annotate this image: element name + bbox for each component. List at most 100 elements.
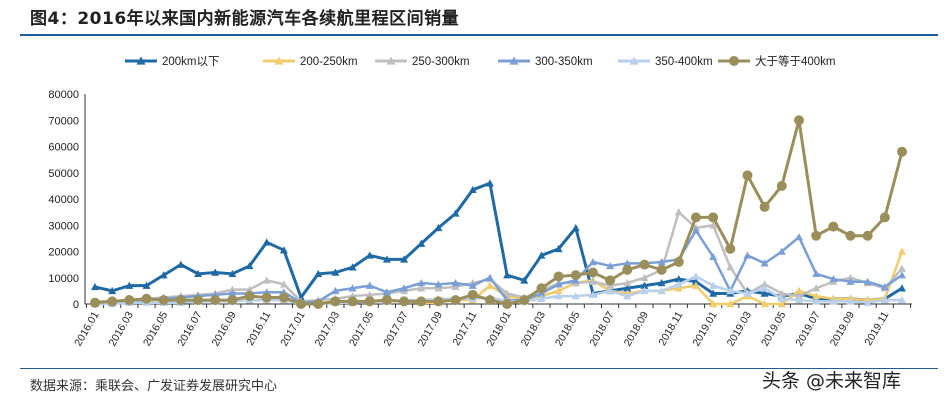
data-point (674, 208, 683, 216)
data-point (314, 269, 323, 278)
data-point (194, 269, 203, 278)
data-point (365, 281, 374, 289)
figure-title: 图4：2016年以来国内新能源汽车各续航里程区间销量 (30, 9, 460, 29)
data-point (709, 289, 718, 297)
data-point (484, 295, 495, 306)
data-point (726, 286, 735, 295)
x-tick-label: 2019.07 (793, 309, 822, 348)
y-tick-label: 10000 (48, 273, 79, 285)
data-point (262, 276, 271, 284)
data-point (417, 279, 426, 287)
title-divider (20, 34, 938, 36)
data-point (623, 259, 632, 267)
data-point (588, 277, 597, 285)
data-point (570, 270, 581, 281)
x-tick-label: 2016.11 (244, 309, 273, 347)
data-point (348, 284, 357, 292)
data-point (485, 281, 494, 289)
data-point (485, 273, 494, 281)
data-point (898, 296, 906, 304)
data-point (845, 230, 856, 241)
legend-marker (274, 56, 284, 65)
legend-label: 200km以下 (162, 55, 220, 68)
data-point (536, 283, 547, 294)
data-point (691, 272, 700, 280)
data-point (793, 115, 804, 126)
data-point (898, 271, 906, 279)
legend-marker (509, 56, 519, 65)
data-point (210, 295, 221, 306)
data-point (656, 264, 667, 275)
data-point (468, 281, 477, 289)
data-point (657, 279, 666, 287)
data-point (606, 286, 615, 295)
x-tick-label: 2018.11 (656, 309, 685, 347)
data-point (829, 275, 838, 283)
legend-label: 200-250km (300, 56, 358, 68)
data-point (777, 300, 786, 308)
data-point (898, 264, 906, 272)
data-point (159, 271, 168, 279)
x-tick-label: 2019.11 (862, 309, 891, 347)
data-point (502, 299, 513, 309)
data-point (674, 284, 683, 292)
data-point (400, 284, 409, 292)
watermark: 头条 @未来智库 (762, 370, 902, 392)
data-point (158, 295, 169, 306)
data-point (434, 284, 443, 292)
data-point (553, 271, 564, 282)
data-point (107, 296, 118, 307)
data-point (777, 289, 786, 297)
data-point (467, 289, 478, 300)
legend-label: 300-350km (535, 56, 593, 68)
data-point (450, 295, 461, 306)
data-point (400, 255, 409, 263)
data-point (657, 286, 666, 295)
data-point (898, 284, 906, 292)
data-point (828, 221, 839, 232)
data-point (451, 279, 460, 287)
x-tick-label: 2017.11 (450, 309, 479, 347)
data-point (554, 286, 563, 295)
data-point (691, 281, 700, 289)
data-point (331, 286, 340, 295)
data-point (829, 297, 838, 305)
x-tick-label: 2018.01 (484, 309, 513, 348)
data-point (709, 300, 718, 308)
data-point (434, 280, 443, 288)
data-point (381, 295, 392, 306)
data-point (623, 284, 632, 292)
x-tick-label: 2019.03 (725, 309, 754, 348)
data-point (588, 258, 597, 266)
data-point (726, 300, 735, 308)
x-tick-label: 2017.09 (416, 309, 445, 348)
data-point (519, 295, 530, 306)
data-point (640, 281, 649, 289)
legend-label: 大于等于400km (755, 54, 836, 68)
data-point (863, 298, 872, 306)
data-point (897, 146, 907, 157)
y-tick-label: 50000 (48, 168, 79, 180)
x-tick-label: 2016.03 (107, 309, 136, 348)
data-point (382, 255, 391, 263)
legend-marker (729, 56, 739, 66)
data-point (846, 297, 855, 305)
data-point (846, 277, 855, 285)
data-point (331, 268, 340, 276)
data-point (673, 257, 684, 267)
data-point (794, 296, 803, 304)
data-point (365, 251, 374, 259)
data-point (468, 185, 477, 194)
data-point (794, 286, 803, 295)
data-point (485, 179, 494, 187)
data-point (623, 279, 632, 287)
data-point (880, 296, 889, 304)
data-point (228, 285, 237, 293)
source-note: 数据来源：乘联会、广发证券发展研究中心 (30, 379, 278, 394)
data-point (674, 275, 683, 283)
data-point (554, 280, 563, 288)
data-point (622, 264, 633, 275)
data-point (228, 289, 237, 297)
data-point (760, 280, 769, 288)
x-tick-label: 2016.05 (141, 309, 170, 348)
